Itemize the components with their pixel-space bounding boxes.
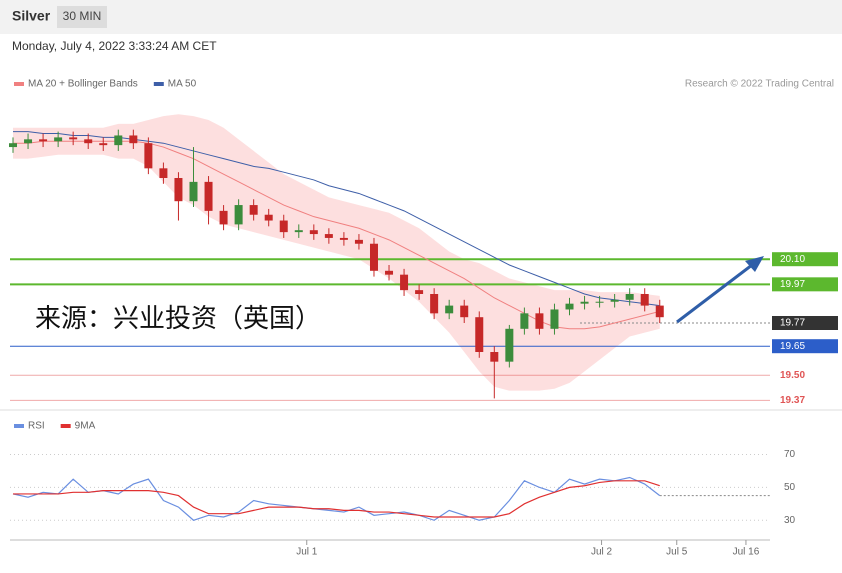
watermark: 来源：兴业投资（英国） <box>35 303 321 333</box>
candle-body <box>580 301 589 304</box>
level-label: 20.10 <box>780 254 805 265</box>
candle-body <box>490 352 499 362</box>
candle-body <box>324 234 333 238</box>
y-tick-label: 70 <box>784 449 796 460</box>
legend-swatch <box>14 424 24 428</box>
legend-label: MA 20 + Bollinger Bands <box>28 79 138 90</box>
candle-body <box>159 168 168 178</box>
level-box <box>772 277 838 292</box>
candle-body <box>99 143 108 146</box>
rsi-line <box>12 476 661 521</box>
timestamp: Monday, July 4, 2022 3:33:24 AM CET <box>12 39 217 53</box>
candle-body <box>550 309 559 329</box>
candle-body <box>369 243 378 271</box>
header-bar <box>0 0 842 34</box>
level-label: 19.50 <box>780 370 805 381</box>
level-label: 19.65 <box>780 341 805 352</box>
candle-body <box>475 317 484 352</box>
candle-body <box>565 303 574 310</box>
candle-body <box>84 139 93 144</box>
level-box <box>772 339 838 354</box>
candle-body <box>219 210 228 225</box>
candle-body <box>189 181 198 202</box>
legend-swatch <box>153 82 164 86</box>
candle-body <box>400 274 409 291</box>
candle-body <box>234 205 243 225</box>
level-box <box>772 252 838 267</box>
candle-body <box>54 137 63 142</box>
candle-body <box>445 305 454 314</box>
candle-body <box>595 301 604 303</box>
y-tick-label: 30 <box>784 515 796 526</box>
x-tick-label: Jul 2 <box>591 547 613 558</box>
candle-body <box>24 139 33 144</box>
candle-body <box>114 135 123 146</box>
x-tick-label: Jul 5 <box>666 547 688 558</box>
candle-body <box>640 294 649 306</box>
candle-body <box>354 239 363 244</box>
level-label: 19.97 <box>780 279 805 290</box>
candle-body <box>204 181 213 211</box>
arrow-shaft <box>676 263 753 324</box>
level-label: 19.77 <box>780 318 805 329</box>
candle-body <box>9 143 18 148</box>
rsi-line <box>13 480 660 518</box>
legend-swatch <box>14 82 24 86</box>
x-tick-label: Jul 1 <box>296 547 318 558</box>
x-tick-label: Jul 16 <box>733 547 760 558</box>
candle-body <box>655 305 664 318</box>
interval: 30 MIN <box>63 9 102 23</box>
level-label: 19.37 <box>780 395 805 406</box>
candle-body <box>385 270 394 275</box>
candle-body <box>610 299 619 302</box>
credit: Research © 2022 Trading Central <box>685 79 834 90</box>
plot: 20.10 19.97 19.77 19.65 19.50 19.37 MA 20 + Bo… <box>9 79 838 558</box>
candle-body <box>625 294 634 300</box>
candle-body <box>309 230 318 235</box>
candle-body <box>535 313 544 329</box>
legend-swatch <box>60 424 71 428</box>
candle-body <box>415 290 424 294</box>
candle-body <box>279 220 288 233</box>
candle-body <box>294 230 303 233</box>
candle-body <box>520 313 529 329</box>
legend-label: MA 50 <box>168 79 197 90</box>
level-box <box>772 316 838 330</box>
arrow-head <box>745 256 764 272</box>
instrument: Silver <box>12 8 51 24</box>
candle-body <box>39 139 48 142</box>
candle-body <box>339 237 348 240</box>
candle-body <box>460 305 469 318</box>
bollinger-band <box>13 114 660 391</box>
candle-body <box>505 328 514 362</box>
candle-body <box>264 214 273 221</box>
candle-body <box>144 143 153 169</box>
candle-body <box>249 205 258 215</box>
candle-body <box>430 294 439 314</box>
candle-body <box>129 135 138 144</box>
interval-box <box>57 6 107 28</box>
candle-body <box>69 137 78 140</box>
candle-body <box>174 178 183 202</box>
legend-label: RSI <box>28 421 45 432</box>
y-tick-label: 50 <box>784 482 796 493</box>
legend-label: 9MA <box>75 421 96 432</box>
